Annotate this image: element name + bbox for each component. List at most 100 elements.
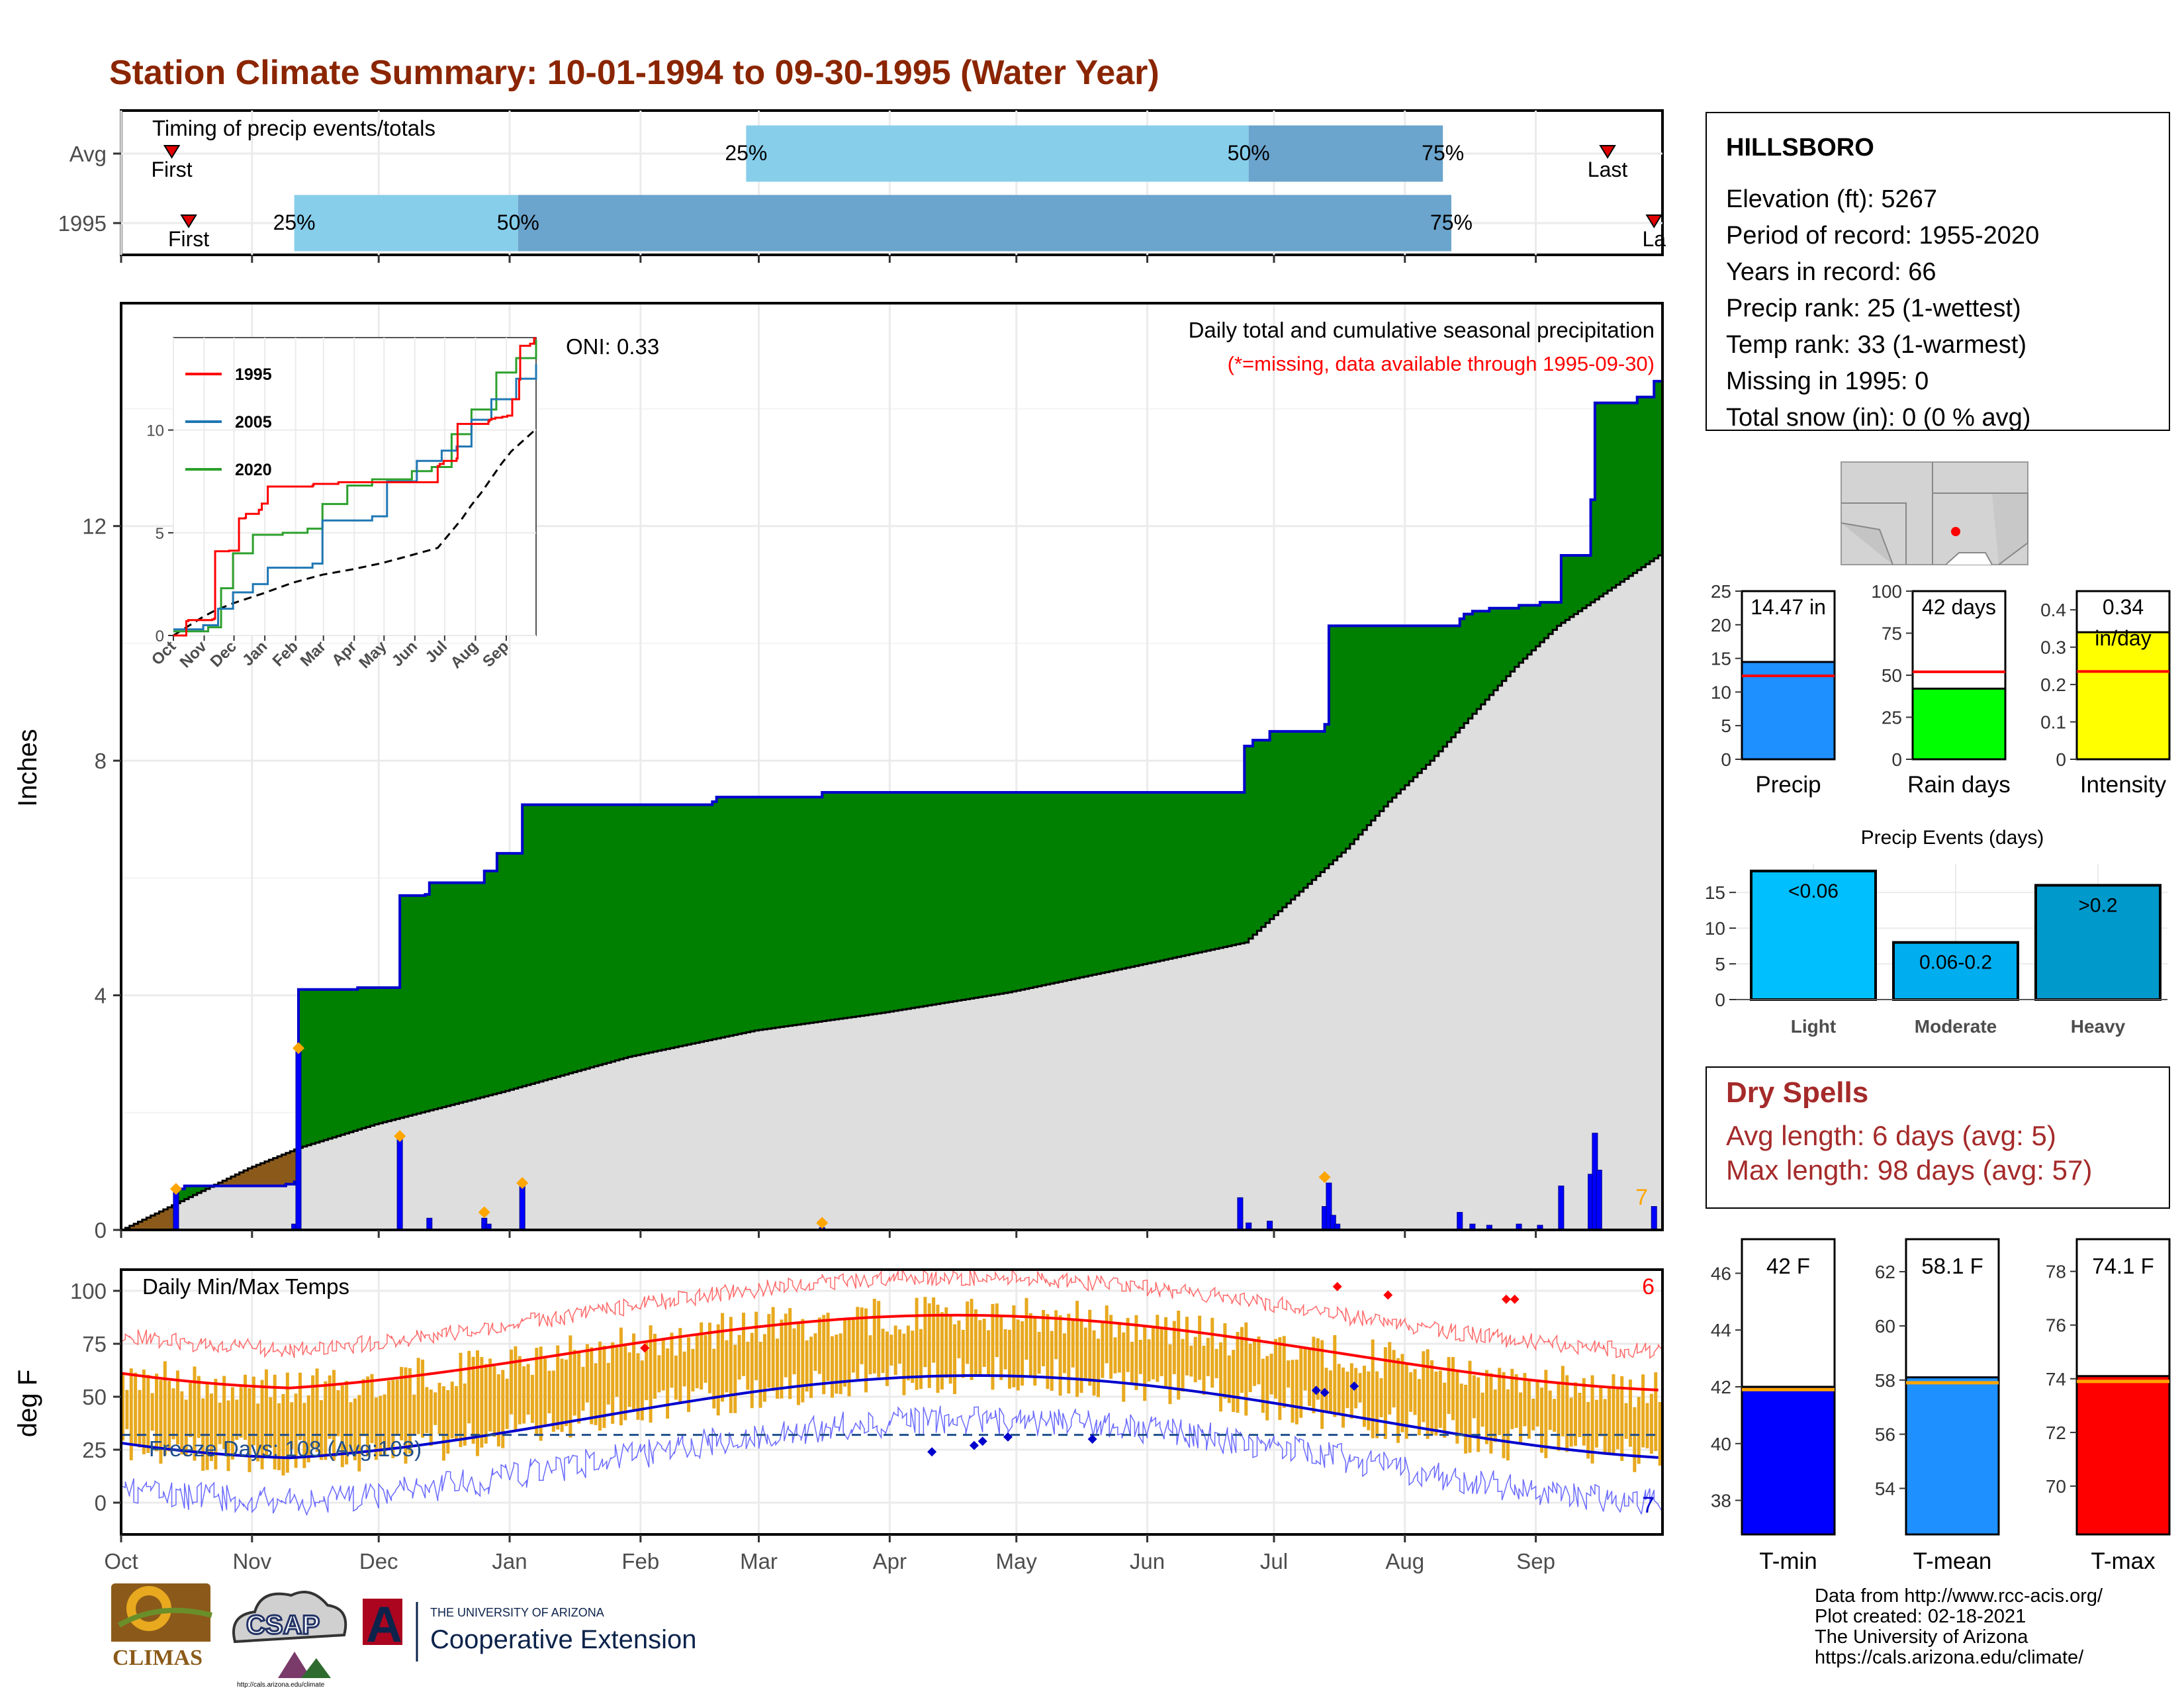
station-info-line: Missing in 1995: 0 xyxy=(1726,367,1929,395)
temp-bar-value-label: 74.1 F xyxy=(2092,1254,2154,1278)
daily-precip-bar xyxy=(426,1217,433,1231)
precip-frame xyxy=(120,302,1664,1231)
daily-precip-bar xyxy=(173,1188,179,1231)
temp-y-tick-label: 50 xyxy=(82,1385,107,1409)
timing-label: Timing of precip events/totals xyxy=(152,116,435,140)
record-low-marker xyxy=(1320,1387,1330,1397)
record-low-marker xyxy=(927,1447,937,1457)
record-high-line xyxy=(120,1268,1663,1359)
record-high-marker xyxy=(640,1343,650,1353)
mini-bar-y-tick-label: 100 xyxy=(1871,581,1902,602)
university-of-arizona-logo: A THE UNIVERSITY OF ARIZONA Cooperative … xyxy=(363,1597,696,1662)
csap-logo: CSAP http://cals.arizona.edu/climate xyxy=(232,1591,347,1688)
station-info-line: Elevation (ft): 5267 xyxy=(1726,185,1937,213)
dry-spells-frame xyxy=(1706,1066,2170,1209)
freeze-days-label: Freeze Days: 108 (Avg:103) xyxy=(149,1436,422,1461)
timing-first-label: First xyxy=(168,227,209,251)
mini-bar-y-tick-label: 0.2 xyxy=(2040,675,2066,695)
station-info-line: Temp rank: 33 (1-warmest) xyxy=(1726,331,2026,359)
mini-bar-name: Precip xyxy=(1755,772,1821,798)
record-low-marker xyxy=(1003,1432,1013,1442)
temp-bar-name: T-mean xyxy=(1913,1548,1992,1574)
daily-record-marker xyxy=(292,1042,304,1055)
station-info-box: HILLSBORO Elevation (ft): 5267 Period of r… xyxy=(1706,112,2170,432)
footer-credit-line: Data from http://www.rcc-acis.org/ xyxy=(1815,1585,2103,1607)
timing-last-marker xyxy=(1599,145,1616,159)
dry-spells-line: Avg length: 6 days (avg: 5) xyxy=(1726,1120,2056,1151)
month-tick-label: Mar xyxy=(740,1549,778,1573)
events-bar xyxy=(2034,884,2161,1001)
timing-first-marker xyxy=(163,145,181,159)
temp-bar-value xyxy=(1905,1376,2000,1536)
timing-p50-label: 50% xyxy=(497,211,539,234)
daily-temp-range-bars xyxy=(121,1297,1662,1476)
footer-credit-line: Plot created: 02-18-2021 xyxy=(1815,1606,2026,1627)
precip-panel-title: Daily total and cumulative seasonal prec… xyxy=(1189,318,1655,342)
temp-y-tick-label: 100 xyxy=(70,1279,107,1303)
month-tick-label: May xyxy=(996,1549,1038,1573)
record-low-marker xyxy=(969,1440,979,1450)
mini-bar-value xyxy=(2075,631,2171,761)
timing-q25-q50-bar xyxy=(746,125,1249,182)
missing-data-note: (*=missing, data available through 1995-… xyxy=(1228,352,1655,375)
csap-wordmark: CSAP xyxy=(246,1611,320,1640)
temp-y-axis-label: deg F xyxy=(13,1370,42,1437)
timing-q50-q75-bar xyxy=(1248,125,1443,182)
mini-bar-y-tick-label: 0 xyxy=(1721,749,1731,770)
temp-bar-y-tick-label: 74 xyxy=(2046,1369,2066,1389)
station-info-line: Precip rank: 25 (1-wettest) xyxy=(1726,295,2021,322)
station-info-line: Years in record: 66 xyxy=(1726,258,1936,286)
events-y-tick-label: 15 xyxy=(1705,882,1725,903)
precip-panel: 0 4 8 12 Inches Daily total and cumulative se… xyxy=(13,302,1664,1243)
temp-bar-value xyxy=(2075,1375,2171,1536)
daily-precip-bar xyxy=(1596,1170,1602,1231)
mini-bar-value-label: 0.34 xyxy=(2103,595,2144,619)
normal-max-line xyxy=(120,1313,1659,1391)
temp-bar-y-tick-label: 70 xyxy=(2046,1476,2066,1497)
timing-first-label: First xyxy=(151,158,192,181)
month-tick-label: Jun xyxy=(1130,1549,1165,1573)
temp-bar-y-tick-label: 38 xyxy=(1711,1491,1731,1511)
events-y-tick-label: 5 xyxy=(1715,954,1725,974)
timing-p25-label: 25% xyxy=(725,141,767,165)
daily-record-marker xyxy=(169,1182,182,1195)
mini-bar-y-tick-label: 25 xyxy=(1711,581,1731,602)
month-tick-label: Apr xyxy=(873,1549,907,1573)
mini-bar-y-tick-label: 0.4 xyxy=(2040,600,2066,620)
temp-bar-y-tick-label: 78 xyxy=(2046,1262,2066,1282)
record-low-marker xyxy=(1311,1385,1321,1395)
precip-y-tick-label: 0 xyxy=(95,1218,107,1243)
temp-bar-y-tick-label: 42 xyxy=(1711,1377,1731,1397)
inset-legend-label: 2020 xyxy=(235,461,272,479)
events-title: Precip Events (days) xyxy=(1861,827,2044,849)
daily-record-marker xyxy=(478,1206,490,1219)
record-high-marker xyxy=(1501,1294,1511,1304)
temp-bar-value-label: 58.1 F xyxy=(1921,1254,1983,1278)
record-low-line xyxy=(120,1405,1663,1516)
mini-bar-y-tick-label: 0.3 xyxy=(2040,637,2066,658)
timing-panel: Timing of precip events/totals Avg 25% 50% 7… xyxy=(58,109,1666,263)
normal-min-line xyxy=(120,1374,1659,1460)
daily-precip-bar xyxy=(1457,1211,1463,1231)
temp-bar-y-tick-label: 58 xyxy=(1875,1370,1895,1391)
daily-precip-bar xyxy=(295,1047,302,1231)
events-bar-label: <0.06 xyxy=(1788,880,1839,902)
inset-legend-label: 1995 xyxy=(235,365,272,384)
month-tick-label: Dec xyxy=(359,1549,398,1573)
month-tick-label: Feb xyxy=(621,1549,659,1573)
temp-bar-y-tick-label: 76 xyxy=(2046,1315,2066,1336)
mini-bar-y-tick-label: 15 xyxy=(1711,649,1731,669)
temp-bar-y-tick-label: 72 xyxy=(2046,1423,2066,1443)
events-category-label: Heavy xyxy=(2071,1016,2126,1037)
climas-wordmark: CLIMAS xyxy=(113,1646,203,1670)
precip-y-tick-label: 12 xyxy=(82,514,107,539)
precip-y-axis-label: Inches xyxy=(13,729,42,807)
temp-bar-name: T-max xyxy=(2091,1548,2156,1574)
mini-bar-name: Rain days xyxy=(1907,772,2011,798)
record-low-marker xyxy=(1349,1382,1359,1391)
temp-y-tick-label: 25 xyxy=(82,1438,107,1462)
temp-bar-y-tick-label: 60 xyxy=(1875,1316,1895,1336)
ua-block-a: A xyxy=(366,1597,402,1653)
temp-bar-name: T-min xyxy=(1759,1548,1817,1574)
